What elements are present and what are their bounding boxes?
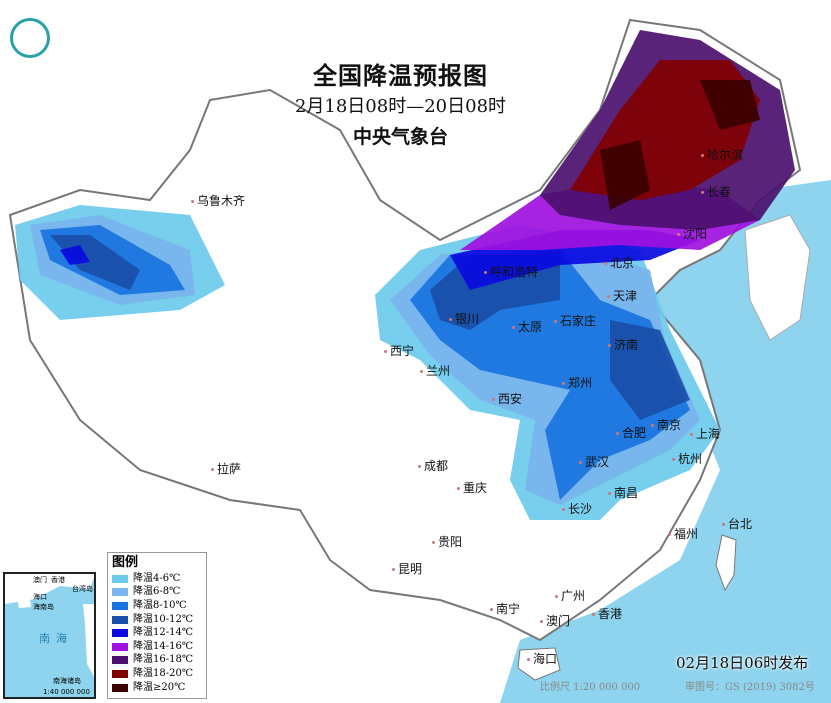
city-label: 杭州 xyxy=(671,452,703,466)
legend-label: 降温≥20℃ xyxy=(133,681,186,693)
city-label: 太原 xyxy=(511,320,543,334)
city-label: 澳门 xyxy=(539,614,571,628)
inset-label: 澳门 xyxy=(33,576,47,584)
agency-name: 中央气象台 xyxy=(352,126,448,148)
legend-title: 图例 xyxy=(112,555,139,570)
issued-time: 02月18日06时发布 xyxy=(676,654,809,672)
legend-label: 降温12-14℃ xyxy=(133,627,194,639)
legend-swatch xyxy=(112,588,128,597)
city-label: 郑州 xyxy=(561,376,593,390)
logo xyxy=(10,18,50,58)
sea xyxy=(500,180,831,703)
inset-label: 香港 xyxy=(51,576,65,584)
city-label: 兰州 xyxy=(419,364,451,378)
taiwan-island xyxy=(715,534,737,592)
city-label: 合肥 xyxy=(615,426,647,440)
inset-label: 台湾岛 xyxy=(72,585,93,593)
legend-label: 降温18-20℃ xyxy=(133,667,194,679)
inset-scale: 1:40 000 000 xyxy=(43,688,90,696)
city-label: 乌鲁木齐 xyxy=(190,194,246,208)
legend-item: 降温12-14℃ xyxy=(112,626,202,640)
city-label: 贵阳 xyxy=(431,535,463,549)
city-label: 石家庄 xyxy=(553,314,597,328)
cooling-zone xyxy=(600,140,650,210)
legend-label: 降温10-12℃ xyxy=(133,613,194,625)
cooling-zone xyxy=(610,320,690,420)
legend-item: 降温4-6℃ xyxy=(112,572,202,586)
legend-label: 降温8-10℃ xyxy=(133,599,187,611)
legend-swatch xyxy=(112,601,128,610)
inset-islands-label: 南海诸岛 xyxy=(53,677,81,685)
legend-item: 降温16-18℃ xyxy=(112,654,202,668)
legend-label: 降温14-16℃ xyxy=(133,640,194,652)
city-label: 呼和浩特 xyxy=(483,265,539,279)
inset-sea-label: 南海 xyxy=(39,632,73,645)
legend-item: 降温18-20℃ xyxy=(112,667,202,681)
legend-swatch xyxy=(112,683,128,692)
legend-swatch xyxy=(112,669,128,678)
city-label: 哈尔滨 xyxy=(700,148,744,162)
hainan-island xyxy=(517,647,561,681)
legend-swatch xyxy=(112,642,128,651)
city-label: 西安 xyxy=(491,392,523,406)
city-label: 南宁 xyxy=(489,602,521,616)
legend-item: 降温8-10℃ xyxy=(112,599,202,613)
city-label: 济南 xyxy=(607,338,639,352)
legend-item: 降温6-8℃ xyxy=(112,586,202,600)
city-label: 成都 xyxy=(417,459,449,473)
legend-label: 降温16-18℃ xyxy=(133,654,194,666)
legend-item: 降温10-12℃ xyxy=(112,613,202,627)
cooling-zone xyxy=(60,245,90,265)
legend-swatch xyxy=(112,574,128,583)
legend-swatch xyxy=(112,656,128,665)
city-label: 广州 xyxy=(554,589,586,603)
city-label: 武汉 xyxy=(578,455,610,469)
forecast-period: 2月18日08时—20日08时 xyxy=(294,96,507,117)
city-label: 昆明 xyxy=(391,562,423,576)
city-label: 长春 xyxy=(700,185,732,199)
city-label: 福州 xyxy=(667,527,699,541)
legend: 图例 降温4-6℃ 降温6-8℃ 降温8-10℃ 降温10-12℃ 降温12-14℃ 降温… xyxy=(107,552,207,699)
city-label: 香港 xyxy=(591,607,623,621)
legend-swatch xyxy=(112,615,128,624)
city-label: 南昌 xyxy=(607,486,639,500)
legend-label: 降温6-8℃ xyxy=(133,586,181,598)
korea-peninsula xyxy=(744,214,811,341)
cooling-zone xyxy=(700,80,760,130)
map-title: 全国降温预报图 xyxy=(313,62,488,90)
map-approval-number: 审图号：GS (2019) 3082号 xyxy=(685,682,815,693)
city-label: 海口 xyxy=(526,652,558,666)
city-label: 台北 xyxy=(721,517,753,531)
city-label: 天津 xyxy=(606,289,638,303)
city-label: 银川 xyxy=(448,312,480,326)
city-label: 上海 xyxy=(689,427,721,441)
city-label: 长沙 xyxy=(561,502,593,516)
city-label: 沈阳 xyxy=(676,227,708,241)
city-label: 拉萨 xyxy=(210,462,242,476)
map-scale: 比例尺 1:20 000 000 xyxy=(540,682,641,693)
city-label: 南京 xyxy=(650,418,682,432)
city-label: 西宁 xyxy=(383,344,415,358)
legend-item: 降温14-16℃ xyxy=(112,640,202,654)
legend-label: 降温4-6℃ xyxy=(133,572,181,584)
south-china-sea-inset: 海口 海南岛 澳门 香港 台湾岛 南海 南海诸岛 1:40 000 000 xyxy=(3,572,96,699)
legend-item: 降温≥20℃ xyxy=(112,681,202,695)
inset-label: 海南岛 xyxy=(33,603,54,611)
city-label: 北京 xyxy=(603,256,635,270)
inset-label: 海口 xyxy=(33,593,47,601)
city-label: 重庆 xyxy=(456,481,488,495)
legend-swatch xyxy=(112,629,128,638)
